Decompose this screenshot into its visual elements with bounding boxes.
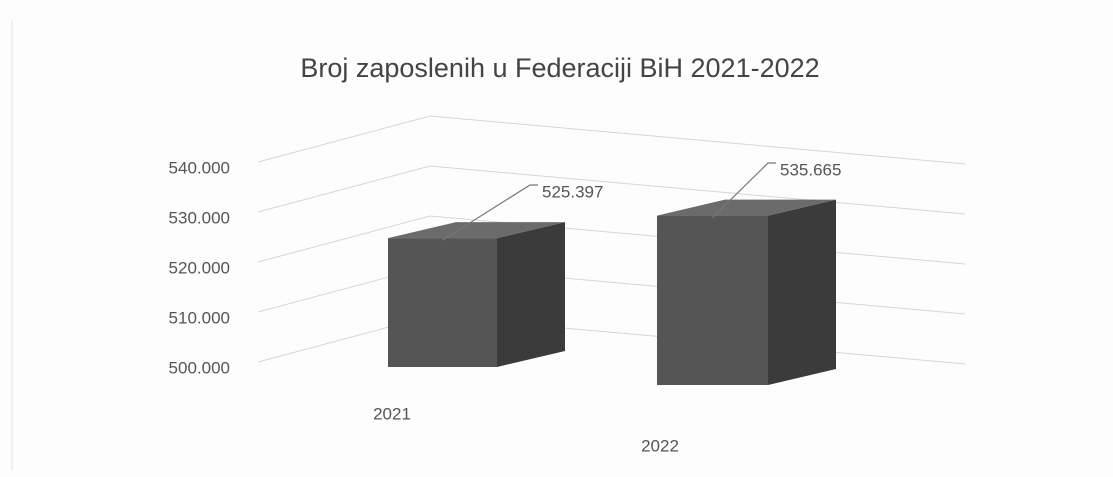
x-tick-label: 2022 xyxy=(641,436,679,455)
y-tick-label: 510.000 xyxy=(169,308,230,327)
bar-side xyxy=(768,199,836,385)
label-leader xyxy=(712,162,776,219)
y-tick-label: 520.000 xyxy=(169,258,230,277)
grid-line xyxy=(257,165,966,215)
bar xyxy=(657,215,768,385)
x-tick-label: 2021 xyxy=(373,404,411,423)
y-tick-label: 500.000 xyxy=(169,358,230,377)
bar-top xyxy=(657,199,836,216)
chart-title: Broj zaposlenih u Federaciji BiH 2021-20… xyxy=(300,53,819,83)
grid-line xyxy=(257,115,966,165)
bar-top xyxy=(388,222,565,239)
bar-side xyxy=(497,222,565,367)
bar xyxy=(388,238,497,367)
y-tick-label: 540.000 xyxy=(169,158,230,177)
label-leader xyxy=(442,184,538,241)
data-label: 535.665 xyxy=(780,160,841,179)
y-tick-label: 530.000 xyxy=(169,208,230,227)
data-label: 525.397 xyxy=(542,182,603,201)
